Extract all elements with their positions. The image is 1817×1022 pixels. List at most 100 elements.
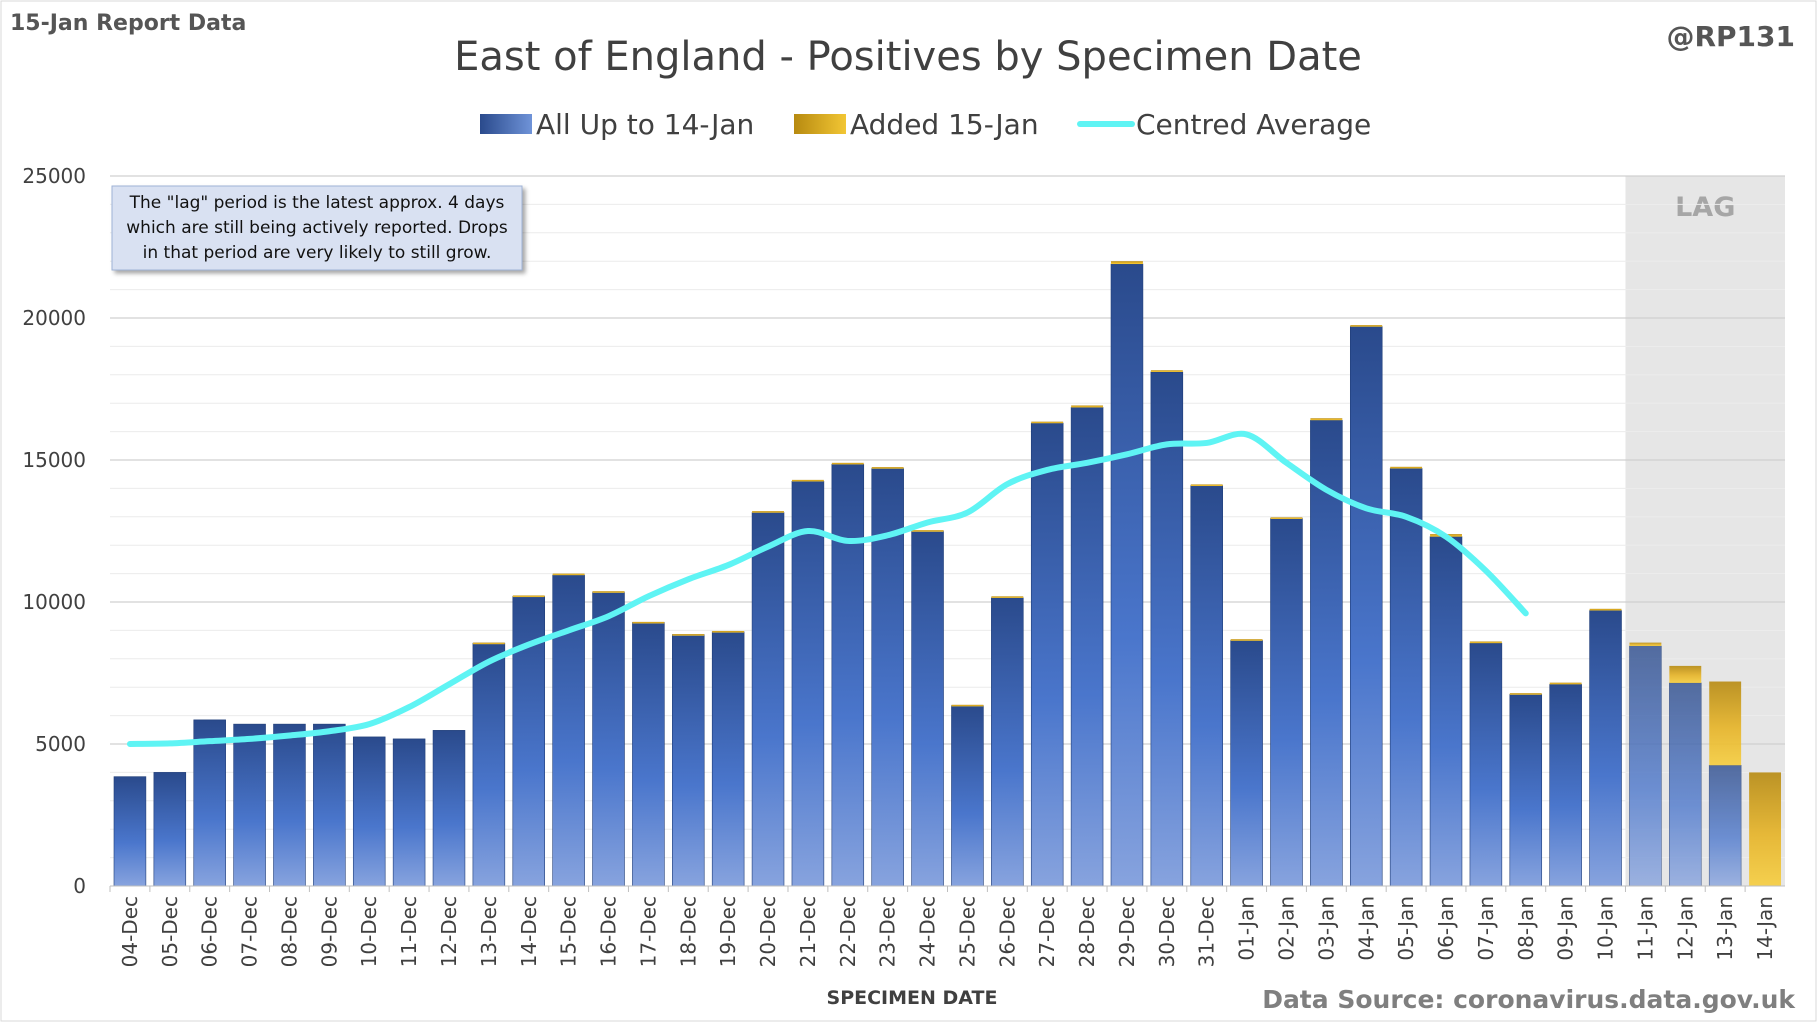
lag-note-line-2: which are still being actively reported.…	[126, 218, 508, 238]
legend-label-all-up-to-14-jan: All Up to 14-Jan	[536, 108, 754, 141]
x-tick-19-dec: 19-Dec	[716, 896, 740, 967]
x-tick-26-dec: 26-Dec	[995, 896, 1019, 967]
x-tick-02-jan: 02-Jan	[1274, 896, 1298, 961]
x-tick-09-jan: 09-Jan	[1554, 896, 1578, 961]
bar-added-15-jan-21-dec	[791, 479, 824, 482]
y-tick-15000: 15000	[22, 448, 86, 472]
bar-all-up-to-14-jan-11-jan	[1629, 645, 1662, 887]
bar-added-15-jan-23-dec	[871, 467, 904, 469]
bar-all-up-to-14-jan-08-jan	[1509, 693, 1543, 887]
y-tick-10000: 10000	[22, 590, 86, 614]
x-tick-10-dec: 10-Dec	[357, 896, 381, 967]
bar-added-15-jan-18-dec	[672, 634, 705, 636]
bar-added-15-jan-11-jan	[1629, 642, 1662, 647]
x-tick-09-dec: 09-Dec	[317, 896, 341, 967]
data-source: Data Source: coronavirus.data.gov.uk	[1262, 985, 1796, 1014]
bar-added-15-jan-12-jan	[1669, 665, 1702, 683]
x-tick-05-dec: 05-Dec	[158, 896, 182, 967]
x-axis-title: SPECIMEN DATE	[827, 987, 998, 1009]
x-tick-22-dec: 22-Dec	[836, 896, 860, 967]
centred-average-path	[126, 430, 1529, 747]
bar-all-up-to-14-jan-30-dec	[1150, 371, 1184, 887]
bar-all-up-to-14-jan-09-jan	[1549, 684, 1582, 887]
centred-average-line	[126, 430, 1529, 747]
bar-all-up-to-14-jan-29-dec	[1110, 263, 1144, 887]
x-tick-01-jan: 01-Jan	[1235, 896, 1259, 961]
bar-all-up-to-14-jan-21-dec	[791, 480, 825, 887]
bar-added-15-jan-17-dec	[632, 621, 665, 624]
bar-added-15-jan-08-jan	[1509, 693, 1542, 695]
bar-all-up-to-14-jan-24-dec	[911, 530, 944, 887]
bar-all-up-to-14-jan-09-dec	[313, 723, 346, 887]
x-tick-24-dec: 24-Dec	[916, 896, 940, 967]
y-tick-5000: 5000	[35, 732, 86, 756]
x-tick-06-dec: 06-Dec	[198, 896, 222, 967]
y-tick-0: 0	[73, 874, 86, 898]
bar-all-up-to-14-jan-04-jan	[1349, 326, 1383, 887]
x-axis-ticks: 04-Dec 05-Dec 06-Dec 07-Dec 08-Dec 09-Dec 10-D…	[109, 886, 1777, 967]
bar-added-15-jan-22-dec	[831, 462, 864, 465]
x-tick-07-jan: 07-Jan	[1474, 896, 1498, 961]
x-tick-04-dec: 04-Dec	[118, 896, 142, 967]
bar-added-15-jan-05-jan	[1390, 466, 1423, 469]
bar-added-15-jan-27-dec	[1031, 421, 1064, 424]
x-tick-15-dec: 15-Dec	[557, 896, 581, 967]
bar-all-up-to-14-jan-05-dec	[153, 772, 187, 887]
bar-added-15-jan-25-dec	[951, 704, 984, 707]
lag-note-line-1: The "lag" period is the latest approx. 4…	[129, 193, 505, 213]
handle-label: @RP131	[1666, 20, 1795, 53]
bar-all-up-to-14-jan-08-dec	[273, 723, 306, 887]
bar-all-up-to-14-jan-13-jan	[1708, 764, 1742, 887]
bar-added-15-jan-13-dec	[472, 642, 505, 645]
legend: All Up to 14-Jan Added 15-Jan Centred Av…	[480, 108, 1371, 141]
bar-all-up-to-14-jan-07-jan	[1469, 642, 1503, 887]
x-tick-04-jan: 04-Jan	[1354, 896, 1378, 961]
bar-all-up-to-14-jan-04-dec	[113, 776, 147, 887]
x-tick-11-dec: 11-Dec	[397, 896, 421, 967]
x-tick-06-jan: 06-Jan	[1434, 896, 1458, 961]
bar-added-15-jan-14-dec	[512, 595, 545, 598]
bar-added-15-jan-15-dec	[552, 573, 585, 576]
chart-title: East of England - Positives by Specimen …	[454, 34, 1362, 80]
bar-all-up-to-14-jan-06-dec	[193, 719, 226, 887]
bar-all-up-to-14-jan-02-jan	[1270, 517, 1303, 887]
bar-added-15-jan-02-jan	[1270, 517, 1303, 519]
bar-added-15-jan-20-dec	[752, 511, 784, 513]
bar-added-15-jan-29-dec	[1111, 261, 1143, 265]
x-tick-31-dec: 31-Dec	[1195, 896, 1219, 967]
x-tick-20-dec: 20-Dec	[756, 896, 780, 967]
bar-added-15-jan-31-dec	[1190, 484, 1223, 487]
x-tick-14-dec: 14-Dec	[517, 896, 541, 967]
bar-all-up-to-14-jan-12-dec	[432, 730, 466, 887]
y-tick-25000: 25000	[22, 164, 86, 188]
bar-added-15-jan-01-jan	[1230, 639, 1263, 641]
bar-all-up-to-14-jan-26-dec	[991, 597, 1024, 887]
bar-all-up-to-14-jan-10-jan	[1589, 610, 1622, 887]
bar-added-15-jan-14-jan	[1749, 772, 1782, 886]
x-tick-18-dec: 18-Dec	[676, 896, 700, 967]
bar-all-up-to-14-jan-05-jan	[1389, 468, 1423, 887]
bar-all-up-to-14-jan-11-dec	[392, 738, 426, 887]
bar-added-15-jan-24-dec	[911, 530, 944, 532]
bar-added-15-jan-13-jan	[1709, 681, 1742, 766]
x-tick-21-dec: 21-Dec	[796, 896, 820, 967]
bar-all-up-to-14-jan-06-jan	[1429, 536, 1463, 887]
bar-all-up-to-14-jan-10-dec	[352, 736, 386, 887]
bar-all-up-to-14-jan-18-dec	[672, 634, 705, 887]
x-tick-30-dec: 30-Dec	[1155, 896, 1179, 967]
x-tick-08-dec: 08-Dec	[277, 896, 301, 967]
bar-added-15-jan-10-jan	[1589, 608, 1622, 611]
y-tick-20000: 20000	[22, 306, 86, 330]
bar-added-15-jan-07-jan	[1469, 641, 1502, 644]
x-tick-13-dec: 13-Dec	[477, 896, 501, 967]
x-tick-11-jan: 11-Jan	[1633, 896, 1657, 961]
bar-all-up-to-14-jan-27-dec	[1030, 422, 1064, 887]
x-tick-16-dec: 16-Dec	[597, 896, 621, 967]
lag-note: The "lag" period is the latest approx. 4…	[111, 185, 523, 271]
bar-added-15-jan-28-dec	[1071, 405, 1104, 408]
y-axis-ticks: 0 5000 10000 15000 20000 25000	[22, 164, 86, 898]
lag-note-line-3: in that period are very likely to still …	[143, 243, 492, 263]
bar-all-up-to-14-jan-07-dec	[233, 723, 266, 887]
lag-note-box	[111, 185, 523, 271]
